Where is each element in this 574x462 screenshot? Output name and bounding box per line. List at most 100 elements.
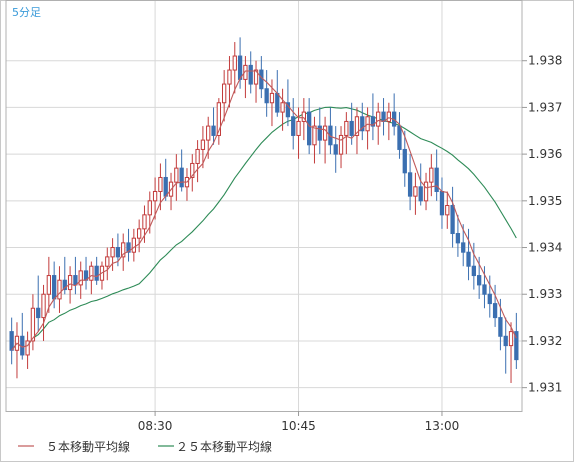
y-tick-label: 1.933 [528, 287, 562, 301]
y-tick-label: 1.936 [528, 147, 562, 161]
candle-body [67, 275, 73, 291]
y-axis: 1.938 1.937 1.936 1.935 1.934 1.933 1.932 1.931 [522, 54, 562, 395]
y-tick-label: 1.931 [528, 381, 562, 395]
x-axis: 08:30 10:45 13:00 [138, 411, 459, 433]
candle-body [20, 335, 25, 356]
candle-body [333, 144, 338, 155]
candle-body [41, 293, 46, 319]
candle-body [301, 111, 306, 122]
y-tick-label: 1.935 [528, 194, 562, 208]
timeframe-label: 5分足 [12, 6, 41, 19]
candle-body [73, 275, 78, 286]
ma25-series [11, 106, 517, 351]
candle-body [152, 190, 158, 202]
candle-body [179, 167, 184, 188]
candle-body [89, 265, 94, 281]
candle-body [397, 125, 402, 150]
y-tick-label: 1.934 [528, 241, 562, 255]
candle-body [52, 275, 57, 300]
candle-body [508, 331, 514, 347]
candle-body [269, 92, 275, 104]
candle-body [222, 83, 227, 104]
candle-body [126, 242, 131, 253]
candle-body [386, 111, 391, 122]
candle-body [147, 200, 152, 216]
candle-body [477, 275, 482, 286]
legend: ５本移動平均線 ２５本移動平均線 [18, 439, 272, 454]
candle-body [105, 256, 110, 267]
candle-body [110, 247, 115, 258]
candle-body [482, 284, 487, 295]
candle-body [121, 242, 126, 258]
candle-body [354, 116, 360, 136]
candle-body [163, 176, 168, 197]
plot-area-border [5, 0, 523, 412]
candle-body [503, 335, 508, 347]
candle-body [370, 116, 376, 127]
candle-body [285, 102, 291, 118]
y-tick-label: 1.938 [528, 54, 562, 68]
candle-body [312, 125, 317, 146]
candle-body [344, 120, 349, 136]
candle-body [195, 148, 200, 164]
candle-body [413, 186, 418, 197]
candle-body [237, 55, 243, 80]
candle-body [131, 237, 136, 253]
candle-body [450, 205, 455, 235]
y-tick-label: 1.937 [528, 100, 562, 114]
candle-body [227, 69, 232, 85]
ma5-line [11, 70, 517, 351]
candle-body [322, 125, 328, 141]
candle-body [439, 190, 445, 216]
candle-body [328, 125, 333, 146]
candle-body [445, 205, 450, 216]
candle-body [30, 307, 36, 342]
candle-body [9, 331, 14, 351]
candle-body [498, 317, 503, 337]
candle-body [492, 303, 498, 319]
candle-body [94, 265, 99, 281]
candle-body [232, 55, 237, 71]
candle-body [514, 331, 519, 361]
candle-body [376, 111, 381, 127]
legend-ma25-label: ２５本移動平均線 [176, 439, 272, 454]
candle-body [115, 247, 121, 258]
candle-body [57, 279, 62, 300]
candle-body [418, 186, 423, 202]
candle-body [25, 340, 30, 356]
candle-body [275, 92, 280, 113]
candle-body [206, 125, 211, 141]
y-tick-label: 1.932 [528, 334, 562, 348]
candle-body [142, 214, 147, 230]
candle-body [200, 139, 206, 150]
candle-body [158, 176, 163, 192]
candle-body [78, 270, 83, 286]
candle-body [62, 279, 67, 291]
candle-body [349, 120, 354, 136]
candle-body [216, 102, 221, 136]
legend-ma5-label: ５本移動平均線 [46, 439, 130, 454]
candle-body [253, 69, 259, 85]
candle-body [402, 148, 407, 174]
candle-body [338, 134, 344, 155]
candle-body [190, 162, 195, 178]
candle-body [280, 102, 285, 113]
candle-body [264, 88, 269, 104]
candle-body [317, 125, 322, 141]
candle-body [487, 293, 492, 305]
candle-body [307, 111, 312, 146]
candle-body [434, 167, 439, 192]
ma25-line [11, 106, 517, 351]
candle-body [423, 181, 429, 202]
x-tick-label: 10:45 [281, 419, 316, 433]
candle-body [259, 69, 264, 90]
x-tick-label: 08:30 [138, 419, 173, 433]
candle-body [407, 172, 413, 197]
candle-body [211, 125, 216, 136]
ma5-series [11, 70, 517, 351]
candle-body [46, 275, 51, 295]
x-tick-label: 13:00 [425, 419, 460, 433]
candle-body [248, 64, 253, 85]
